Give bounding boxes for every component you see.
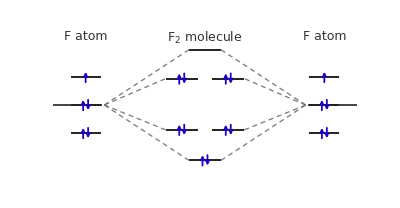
- Text: F$_2$ molecule: F$_2$ molecule: [167, 30, 243, 46]
- Text: F atom: F atom: [64, 30, 107, 43]
- Text: F atom: F atom: [303, 30, 346, 43]
